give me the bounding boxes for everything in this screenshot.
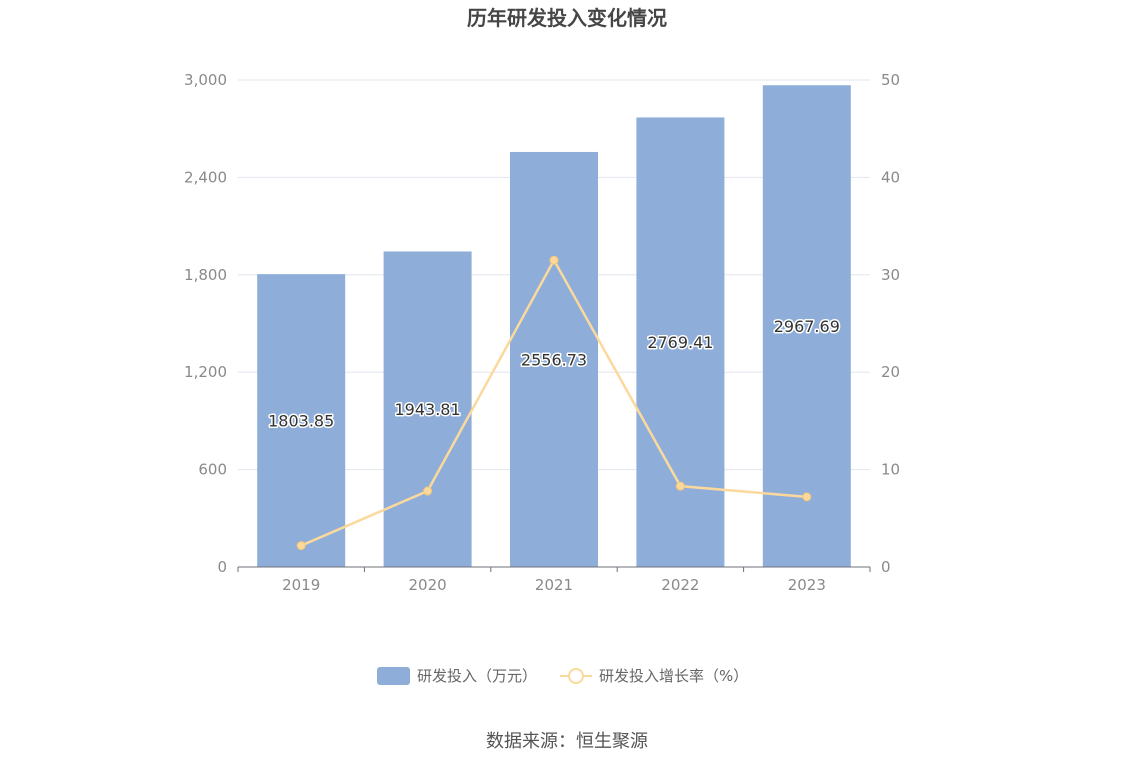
bar: [636, 117, 725, 568]
legend-bar-label: 研发投入（万元）: [417, 667, 537, 685]
y-right-tick-label: 40: [881, 168, 900, 186]
bar-data-label: 2967.69: [774, 317, 840, 336]
source-note: 数据来源：恒生聚源: [486, 731, 648, 752]
y-right-tick-label: 50: [881, 71, 900, 89]
growth-point: [423, 486, 433, 496]
legend-line-swatch-marker: [568, 668, 584, 684]
bar: [762, 85, 851, 567]
x-tick-label: 2021: [535, 576, 573, 594]
legend: 研发投入（万元） 研发投入增长率（%）: [377, 667, 748, 685]
bar-data-label: 2556.73: [521, 350, 587, 369]
legend-bar-swatch: [377, 667, 410, 685]
x-tick-label: 2020: [409, 576, 447, 594]
growth-point: [296, 541, 306, 551]
x-tick-label: 2023: [788, 576, 826, 594]
bar: [257, 274, 346, 567]
left-axis: 0 600 1,200 1,800 2,400 3,000: [184, 71, 227, 576]
growth-point: [675, 481, 685, 491]
legend-line-label: 研发投入增长率（%）: [599, 667, 748, 685]
x-axis: 2019 2020 2021 2022 2023: [237, 566, 871, 594]
bar: [383, 251, 472, 568]
y-left-tick-label: 0: [217, 558, 227, 576]
x-tick-label: 2019: [282, 576, 320, 594]
chart-title: 历年研发投入变化情况: [467, 6, 667, 30]
bar-labels: 1803.85 1943.81 2556.73 2769.41 2967.69: [267, 316, 842, 432]
growth-line: [296, 255, 812, 551]
x-tick-label: 2022: [661, 576, 699, 594]
y-right-tick-label: 20: [881, 363, 900, 381]
y-right-tick-label: 10: [881, 461, 900, 479]
y-right-tick-label: 30: [881, 266, 900, 284]
y-left-tick-label: 2,400: [184, 168, 227, 186]
y-left-tick-label: 1,800: [184, 266, 227, 284]
bar-data-label: 1803.85: [268, 412, 334, 431]
right-axis: 0 10 20 30 40 50: [881, 71, 900, 576]
growth-point: [802, 492, 812, 502]
bar-data-label: 2769.41: [647, 333, 713, 352]
y-right-tick-label: 0: [881, 558, 891, 576]
bars: [257, 85, 851, 568]
bar: [510, 151, 598, 567]
y-left-tick-label: 1,200: [184, 363, 227, 381]
growth-point: [549, 255, 559, 265]
bar-data-label: 1943.81: [395, 400, 461, 419]
y-left-tick-label: 3,000: [184, 71, 227, 89]
y-left-tick-label: 600: [198, 461, 227, 479]
